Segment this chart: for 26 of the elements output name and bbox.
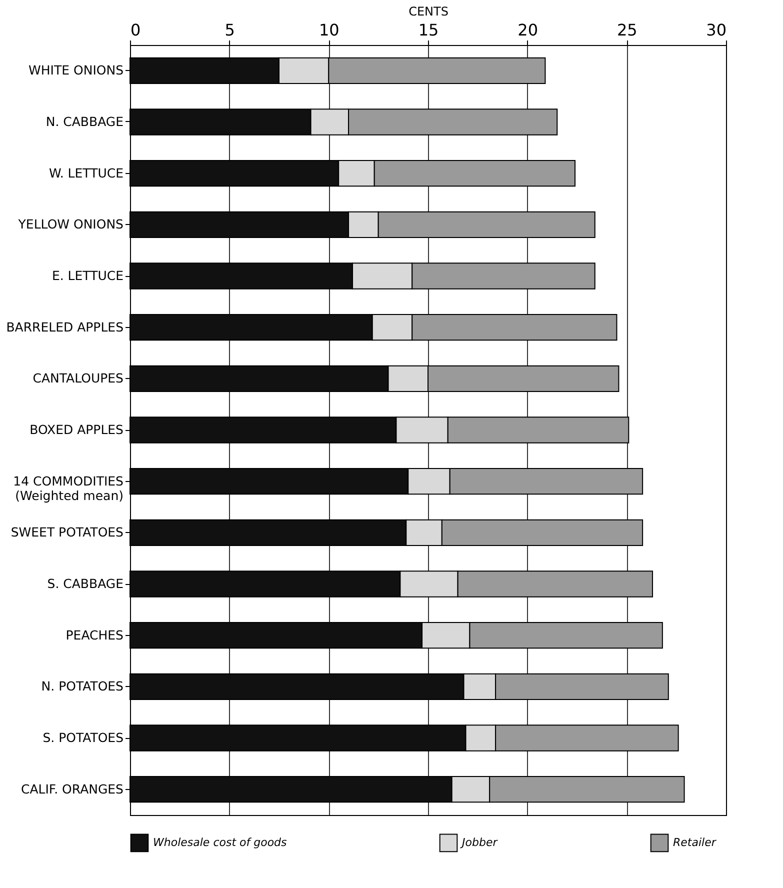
y-tick-label: CALIF. ORANGES <box>21 781 124 796</box>
y-tick-label: YELLOW ONIONS <box>17 216 124 232</box>
legend-label: Retailer <box>673 836 718 849</box>
x-tick-label: 10 <box>318 20 340 40</box>
y-tick-label: E. LETTUCE <box>52 268 124 283</box>
y-tick-label: BOXED APPLES <box>30 422 124 437</box>
y-tick-label: S. CABBAGE <box>47 576 124 591</box>
y-tick-label: WHITE ONIONS <box>28 62 124 78</box>
x-axis-title: CENTS <box>408 4 448 18</box>
y-tick-label: BARRELED APPLES <box>6 319 124 334</box>
y-tick-label: 14 COMMODITIES (Weighted mean) <box>13 473 124 503</box>
x-tick-label: 15 <box>418 20 439 40</box>
y-tick-label: N. POTATOES <box>41 678 124 694</box>
x-tick-label: 0 <box>130 20 141 40</box>
y-tick-label: S. POTATOES <box>42 730 124 745</box>
legend-label: Wholesale cost of goods <box>153 836 288 849</box>
x-tick-label: 5 <box>224 20 235 40</box>
y-tick-label: PEACHES <box>66 627 124 642</box>
legend-label: Jobber <box>460 836 499 849</box>
x-tick-label: 30 <box>706 20 726 40</box>
y-tick-label: SWEET POTATOES <box>10 524 124 540</box>
y-tick-label: N. CABBAGE <box>46 114 124 129</box>
y-tick-label: CANTALOUPES <box>32 370 124 386</box>
x-tick-label: 20 <box>518 20 538 40</box>
x-tick-label: 25 <box>616 20 638 40</box>
y-tick-label: W. LETTUCE <box>48 165 124 180</box>
